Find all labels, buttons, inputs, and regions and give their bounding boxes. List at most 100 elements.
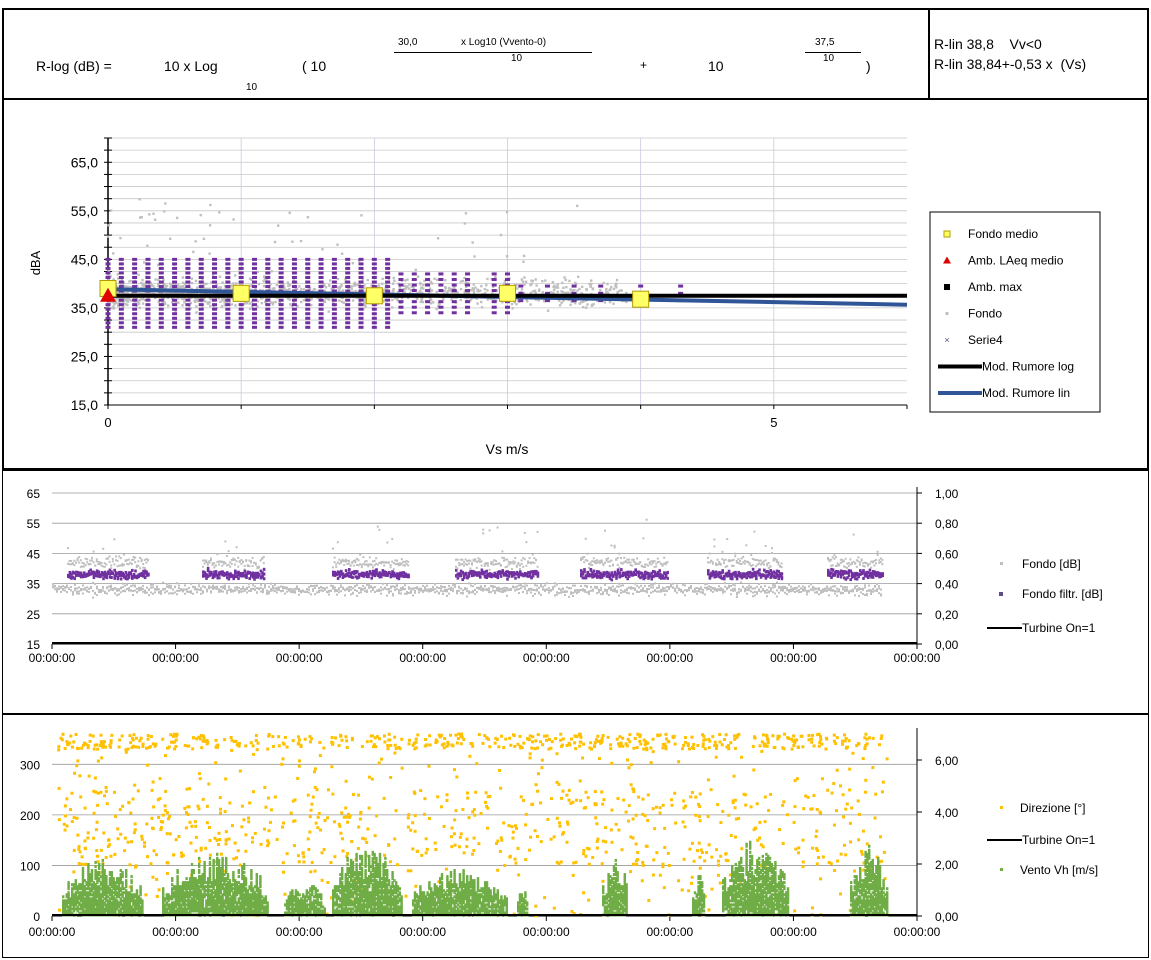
fondo-filtr-point bbox=[372, 569, 375, 573]
fondo-point bbox=[376, 284, 380, 288]
fondo-filtr-point bbox=[719, 571, 723, 575]
fondo-filtr-point bbox=[318, 275, 324, 279]
fondo-point bbox=[372, 586, 374, 589]
fondo-filtr-point bbox=[358, 285, 364, 289]
fondo-point bbox=[533, 562, 536, 565]
fondo-point bbox=[798, 589, 800, 592]
fondo-point bbox=[552, 588, 554, 591]
fondo-point bbox=[589, 561, 592, 564]
fondo-filtr-point bbox=[610, 573, 613, 577]
fondo-filtr-point bbox=[158, 257, 164, 261]
fondo-point bbox=[506, 558, 509, 561]
fondo-filtr-point bbox=[198, 285, 204, 289]
fondo-filtr-point bbox=[118, 303, 124, 307]
fondo-point bbox=[323, 289, 326, 292]
fondo-point bbox=[166, 583, 168, 586]
formula-exp1-den: 10 bbox=[511, 53, 523, 64]
fondo-point bbox=[572, 591, 574, 594]
fondo-point bbox=[723, 562, 725, 565]
fondo-point bbox=[376, 563, 379, 566]
fondo-point bbox=[229, 284, 233, 287]
fondo-point bbox=[200, 592, 202, 595]
fondo-point bbox=[474, 558, 477, 561]
fondo-filtr-point bbox=[398, 277, 404, 281]
fondo-point bbox=[70, 589, 72, 592]
fondo-point bbox=[418, 589, 420, 592]
fondo-point bbox=[396, 299, 399, 302]
fondo-filtr-point bbox=[94, 574, 97, 578]
fondo-point bbox=[70, 586, 72, 589]
fondo-filtr-point bbox=[318, 325, 324, 329]
fondo-point bbox=[440, 589, 442, 592]
fondo-filtr-point bbox=[774, 576, 777, 580]
fondo-point bbox=[718, 589, 720, 592]
fondo-point bbox=[262, 275, 266, 278]
fondo-point bbox=[500, 590, 502, 593]
fondo-filtr-point bbox=[528, 570, 532, 574]
fondo-point bbox=[636, 562, 638, 565]
fondo-filtr-point bbox=[278, 285, 284, 289]
fondo-point bbox=[245, 559, 248, 562]
fondo-filtr-point bbox=[747, 571, 750, 575]
fondo-point bbox=[396, 584, 398, 587]
fondo-point bbox=[485, 562, 488, 565]
fondo-filtr-point bbox=[411, 289, 417, 293]
fondo-point bbox=[578, 287, 581, 291]
fondo-filtr-point bbox=[87, 572, 91, 576]
fondo-filtr-point bbox=[385, 280, 391, 284]
fondo-filtr-point bbox=[349, 572, 353, 576]
fondo-point bbox=[573, 301, 577, 305]
fondo-point bbox=[640, 590, 642, 593]
fondo-point bbox=[86, 561, 89, 564]
fondo-point bbox=[583, 556, 586, 559]
fondo-point bbox=[308, 287, 312, 290]
fondo-point bbox=[606, 282, 609, 286]
fondo-filtr-point bbox=[92, 576, 96, 580]
fondo-point bbox=[827, 556, 829, 559]
fondo-filtr-point bbox=[131, 574, 134, 578]
fondo-point bbox=[300, 589, 302, 592]
fondo-point bbox=[752, 591, 754, 594]
fondo-filtr-point bbox=[359, 572, 362, 576]
fondo-filtr-point bbox=[380, 575, 383, 579]
fondo-point bbox=[618, 566, 621, 569]
fondo-point bbox=[58, 588, 60, 591]
fondo-point bbox=[361, 278, 364, 281]
fondo-point bbox=[620, 591, 622, 594]
fondo-point bbox=[58, 585, 60, 588]
fondo-filtr-point bbox=[378, 575, 381, 579]
fondo-point bbox=[398, 592, 400, 595]
fondo-filtr-point bbox=[95, 571, 99, 575]
fondo-filtr-point bbox=[368, 570, 372, 574]
fondo-point bbox=[365, 563, 368, 566]
fondo-filtr-point bbox=[615, 576, 618, 580]
fondo-point bbox=[198, 588, 200, 591]
fondo-point bbox=[808, 589, 810, 592]
fondo-filtr-point bbox=[265, 257, 271, 261]
fondo-filtr-point bbox=[491, 272, 497, 276]
fondo-point bbox=[266, 589, 268, 592]
fondo-filtr-point bbox=[305, 257, 311, 261]
fondo-filtr-point bbox=[259, 576, 263, 580]
fondo-point bbox=[88, 587, 90, 590]
fondo-point bbox=[537, 299, 540, 302]
fondo-point bbox=[282, 585, 284, 588]
fondo-point bbox=[218, 590, 220, 593]
fondo-point bbox=[588, 592, 590, 595]
fondo-filtr-point bbox=[854, 571, 857, 575]
fondo-point bbox=[160, 591, 162, 594]
fondo-point bbox=[141, 302, 145, 305]
fondo-point bbox=[834, 592, 836, 595]
fondo-filtr-point bbox=[482, 572, 485, 576]
fondo-point bbox=[684, 594, 686, 597]
fondo-point bbox=[124, 584, 126, 587]
fondo-filtr-point bbox=[385, 307, 391, 311]
fondo-point bbox=[766, 564, 769, 567]
fondo-point bbox=[580, 589, 582, 592]
fondo-point bbox=[475, 297, 478, 300]
fondo-point bbox=[404, 588, 406, 591]
fondo-point bbox=[622, 584, 624, 587]
fondo-point bbox=[202, 284, 206, 287]
fondo-point bbox=[544, 279, 547, 282]
fondo-point bbox=[410, 590, 412, 593]
